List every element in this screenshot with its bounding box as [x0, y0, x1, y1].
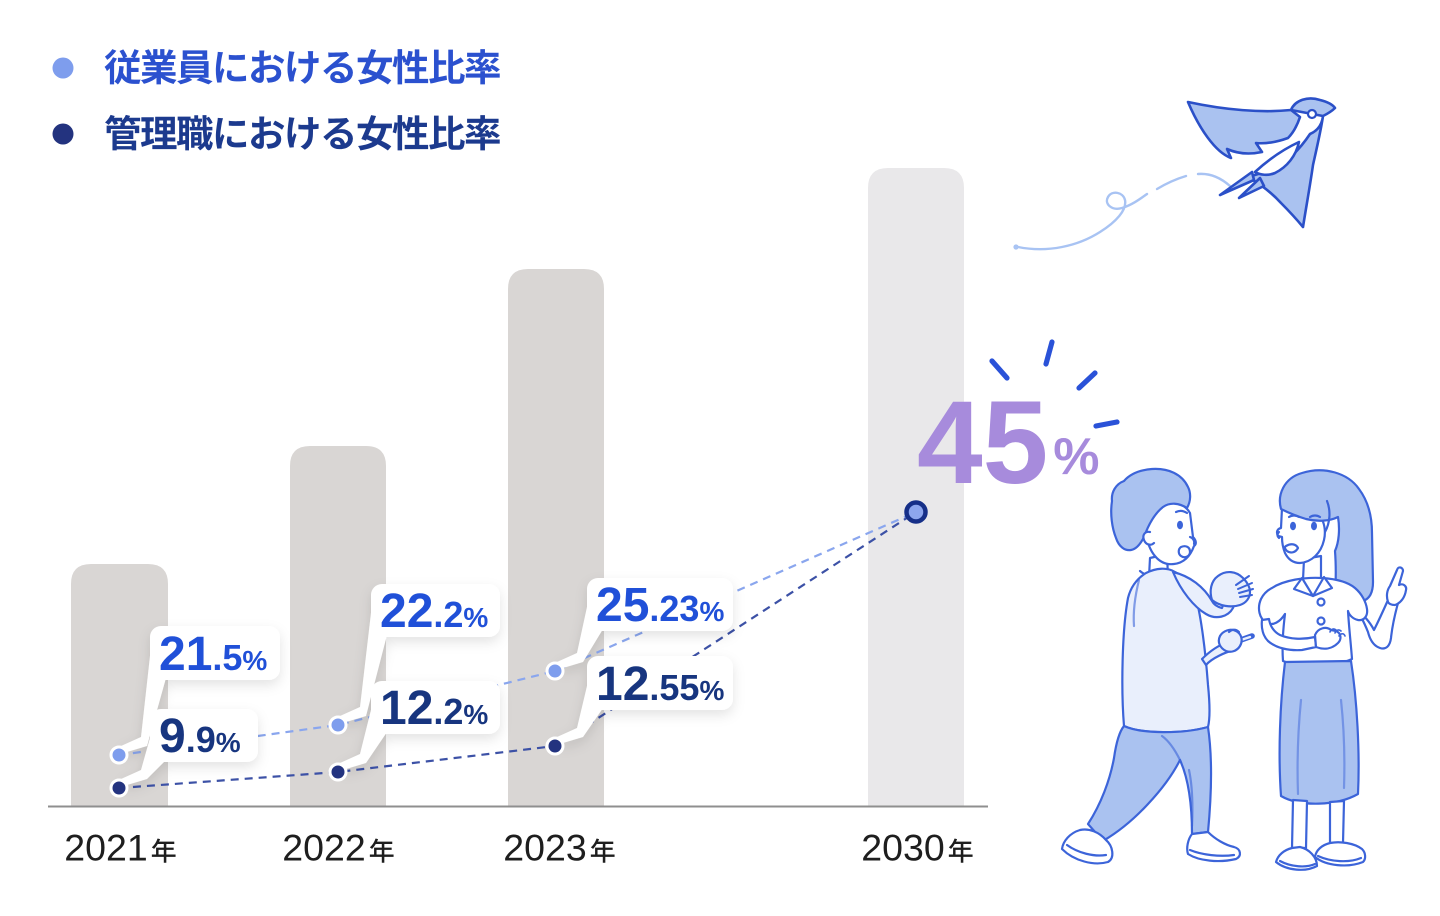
svg-text:12.2%: 12.2%: [380, 682, 488, 735]
svg-text:22.2%: 22.2%: [380, 585, 488, 638]
svg-text:12.55%: 12.55%: [596, 658, 724, 711]
svg-text:9.9%: 9.9%: [159, 710, 241, 763]
svg-text:2022: 2022: [282, 827, 365, 869]
svg-text:2021: 2021: [64, 827, 147, 869]
svg-text:2030: 2030: [861, 827, 944, 869]
svg-text:25.23%: 25.23%: [596, 579, 724, 632]
svg-text:21.5%: 21.5%: [159, 628, 267, 681]
svg-text:45%: 45%: [917, 377, 1100, 509]
svg-text:2023: 2023: [503, 827, 586, 869]
